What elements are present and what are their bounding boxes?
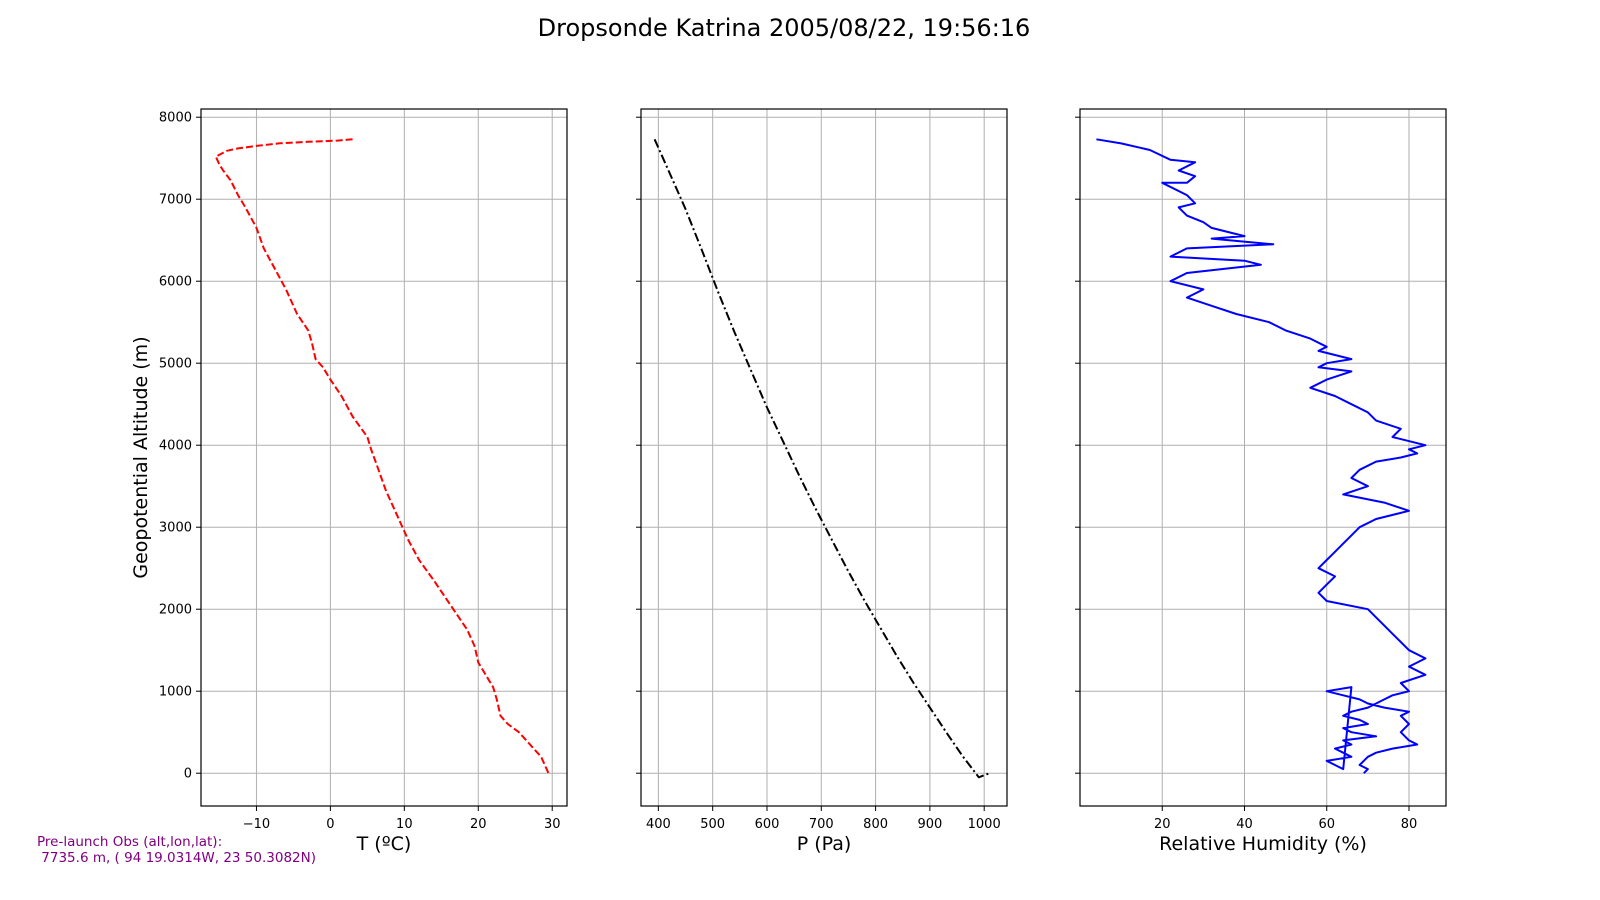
- y-tick-label: 4000: [159, 439, 192, 454]
- x-tick-label: 80: [1401, 817, 1418, 832]
- x-tick-label: 0: [326, 817, 334, 832]
- plot-frame: [200, 108, 568, 807]
- y-axis-label: Geopotential Altitude (m): [130, 336, 152, 578]
- x-tick-label: 1000: [968, 817, 1001, 832]
- y-tick-label: 2000: [159, 603, 192, 618]
- x-tick-label: 700: [809, 817, 834, 832]
- x-tick-label: 40: [1236, 817, 1253, 832]
- y-tick-label: 0: [184, 767, 192, 782]
- x-tick-label: 20: [1154, 817, 1171, 832]
- prelaunch-note-line2: 7735.6 m, ( 94 19.0314W, 23 50.3082N): [37, 850, 316, 866]
- x-tick-label: 400: [646, 817, 671, 832]
- plot-frame: [1079, 108, 1447, 807]
- chart-panels: −10 0 10 20 30 0 1000 2000 3000 4000 5000 6000 7000 8…: [130, 108, 1447, 855]
- x-axis-label: P (Pa): [797, 833, 852, 855]
- y-tick-label: 8000: [159, 111, 192, 126]
- x-tick-label: 600: [755, 817, 780, 832]
- x-tick-label: 800: [863, 817, 888, 832]
- y-tick-label: 5000: [159, 357, 192, 372]
- panel-1: −10 0 10 20 30 0 1000 2000 3000 4000 5000 6000 7000 8…: [130, 108, 568, 855]
- panel-3: 20 40 60 80 Relative Humidity (%): [1075, 108, 1447, 855]
- y-tick-label: 1000: [159, 685, 192, 700]
- x-tick-label: 900: [917, 817, 942, 832]
- x-tick-label: 60: [1318, 817, 1335, 832]
- series-line-2-1: [653, 138, 990, 779]
- prelaunch-note-line1: Pre-launch Obs (alt,lon,lat):: [37, 834, 223, 850]
- plot-frame: [640, 108, 1008, 807]
- figure-title: Dropsonde Katrina 2005/08/22, 19:56:16: [538, 14, 1031, 42]
- y-tick-label: 3000: [159, 521, 192, 536]
- series-line-3-1: [1096, 138, 1427, 774]
- y-tick-label: 6000: [159, 275, 192, 290]
- x-axis-label: T (ºC): [356, 833, 412, 855]
- x-tick-label: 500: [700, 817, 725, 832]
- x-tick-label: 10: [396, 817, 413, 832]
- y-tick-label: 7000: [159, 193, 192, 208]
- x-tick-label: 30: [544, 817, 561, 832]
- x-tick-label: −10: [243, 817, 270, 832]
- series-line-1-1: [214, 138, 550, 774]
- prelaunch-note: Pre-launch Obs (alt,lon,lat): 7735.6 m, …: [37, 834, 316, 866]
- x-tick-label: 20: [470, 817, 487, 832]
- panel-2: 400 500 600 700 800 900 1000 P (Pa): [636, 108, 1008, 855]
- x-axis-label: Relative Humidity (%): [1159, 833, 1367, 855]
